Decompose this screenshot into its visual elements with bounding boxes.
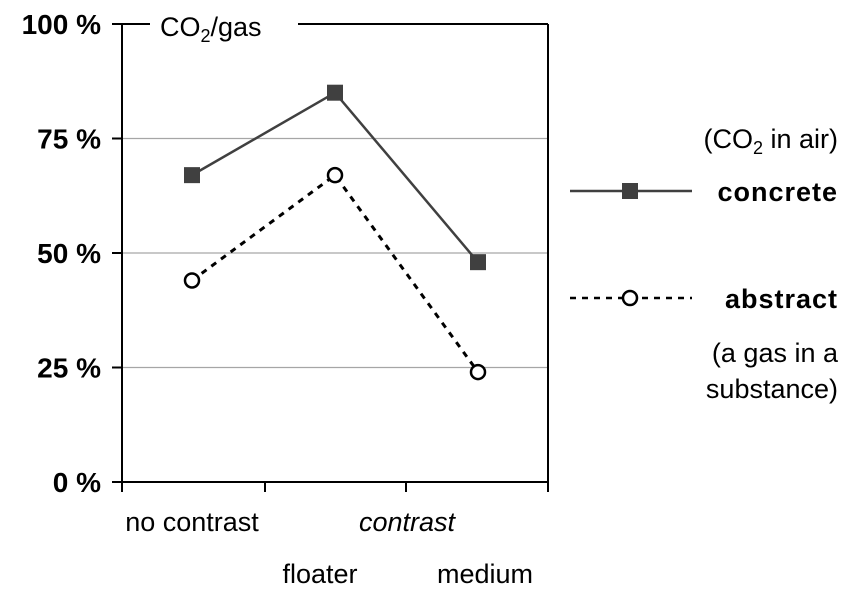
y-tick-label: 25 %	[37, 353, 101, 384]
data-point-abstract	[326, 166, 344, 184]
legend-concrete-note: (CO2 in air)	[703, 124, 838, 158]
y-tick-labels: 100 % 75 % 50 % 25 % 0 %	[22, 9, 122, 498]
legend-concrete-label: concrete	[717, 177, 838, 207]
x-label-no-contrast: no contrast	[125, 507, 259, 537]
data-point-abstract	[469, 363, 487, 381]
data-point-concrete	[184, 167, 200, 184]
x-label-contrast: contrast	[359, 507, 457, 537]
y-tick-label: 50 %	[37, 238, 101, 269]
data-point-concrete	[327, 84, 343, 101]
series-layer	[183, 84, 487, 381]
legend-abstract-note-1: (a gas in a	[712, 338, 839, 368]
y-tick-label: 75 %	[37, 124, 101, 155]
legend-concrete-marker	[622, 183, 638, 199]
data-point-abstract	[183, 272, 201, 289]
y-tick-label: 0 %	[53, 467, 101, 498]
series-line-abstract	[191, 173, 480, 373]
x-tick-marks	[121, 482, 549, 492]
x-label-floater: floater	[282, 559, 357, 589]
legend-abstract-note-2: substance)	[706, 374, 838, 404]
y-tick-label: 100 %	[22, 9, 101, 40]
data-point-concrete	[470, 254, 486, 271]
chart-title: CO2/gas	[160, 12, 262, 46]
legend-abstract-marker	[621, 289, 639, 307]
legend: (CO2 in air) concrete abstract (a gas in…	[570, 124, 839, 404]
x-label-medium: medium	[437, 559, 533, 589]
legend-abstract-label: abstract	[725, 284, 838, 314]
